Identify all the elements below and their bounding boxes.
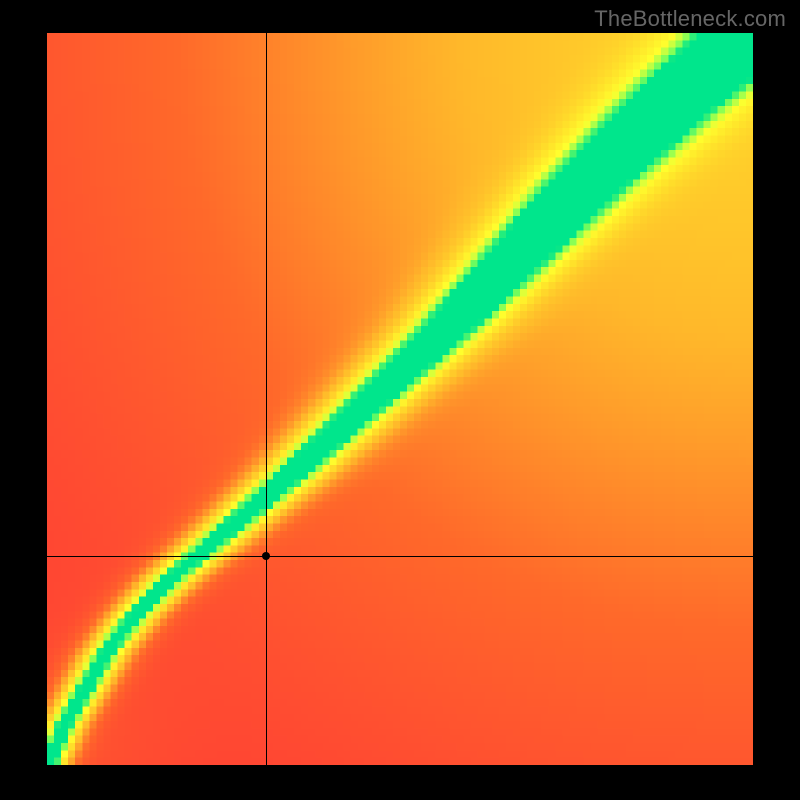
chart-container: TheBottleneck.com <box>0 0 800 800</box>
crosshair-horizontal <box>47 556 753 557</box>
watermark-text: TheBottleneck.com <box>594 6 786 32</box>
heatmap-canvas <box>47 33 753 765</box>
plot-area <box>47 33 753 765</box>
crosshair-dot <box>262 552 270 560</box>
crosshair-vertical <box>266 33 267 765</box>
